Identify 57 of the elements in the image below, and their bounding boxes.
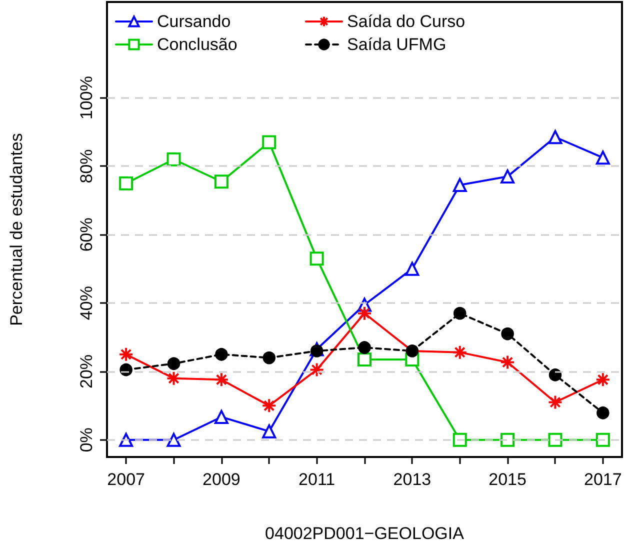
x-tick-label: 2015 — [488, 470, 526, 489]
point — [262, 351, 276, 364]
point — [596, 406, 610, 420]
point — [214, 410, 228, 424]
x-tick-label: 2017 — [584, 470, 622, 489]
legend-label: Saída do Curso — [347, 12, 466, 31]
point — [214, 372, 229, 388]
point — [262, 398, 277, 414]
y-tick-label: 40% — [77, 286, 96, 320]
y-tick-label: 100% — [77, 76, 96, 120]
point — [357, 306, 372, 321]
point — [310, 252, 324, 266]
point — [548, 130, 562, 144]
point — [452, 344, 468, 360]
y-axis-title: Percentual de estudantes — [7, 133, 26, 326]
point — [120, 363, 132, 376]
legend-label: Saída UFMG — [347, 35, 446, 54]
point — [548, 394, 563, 410]
point — [500, 169, 515, 184]
point — [501, 327, 514, 340]
point — [166, 152, 181, 166]
point — [119, 432, 134, 447]
y-tick-label: 80% — [77, 149, 96, 184]
point — [309, 362, 324, 378]
x-tick-label: 2013 — [393, 470, 432, 489]
point — [405, 262, 420, 276]
point — [119, 176, 134, 190]
point — [453, 306, 466, 320]
point — [262, 135, 276, 150]
x-tick-label: 2007 — [107, 470, 145, 489]
point — [215, 348, 228, 361]
y-tick-label: 60% — [77, 218, 96, 252]
point — [118, 346, 134, 362]
point — [500, 354, 516, 370]
point — [167, 357, 180, 370]
legend-label: Conclusão — [157, 35, 238, 54]
point — [262, 424, 276, 438]
point — [452, 178, 467, 192]
point — [595, 372, 610, 388]
point — [452, 432, 467, 447]
point — [214, 174, 228, 189]
point — [166, 432, 181, 447]
x-tick-label: 2009 — [202, 470, 240, 489]
point — [310, 344, 324, 358]
legend-label: Cursando — [157, 12, 231, 31]
x-axis-title: 04002PD001−GEOLOGIA — [265, 524, 465, 543]
point — [358, 341, 371, 354]
x-tick-label: 2011 — [298, 470, 336, 489]
y-tick-label: 0% — [77, 428, 96, 452]
point — [548, 368, 562, 382]
y-tick-label: 20% — [77, 354, 96, 388]
point — [596, 150, 610, 165]
point — [500, 432, 515, 447]
point — [166, 370, 182, 386]
point — [596, 432, 610, 447]
point — [548, 432, 562, 447]
point — [358, 352, 372, 366]
